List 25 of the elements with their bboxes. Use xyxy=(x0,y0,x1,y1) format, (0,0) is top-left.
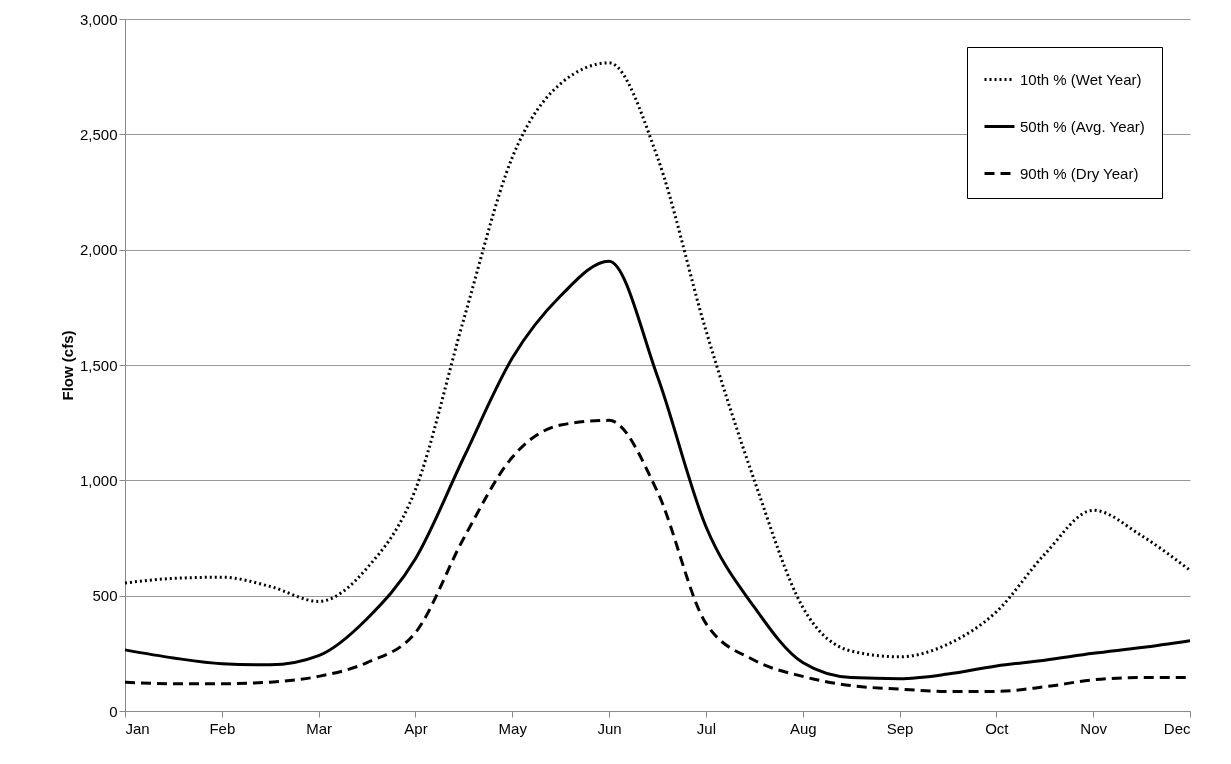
legend-label: 10th % (Wet Year) xyxy=(1020,70,1142,88)
legend-label: 50th % (Avg. Year) xyxy=(1020,117,1145,135)
y-tick-label: 500 xyxy=(92,587,118,605)
x-tick-label: Apr xyxy=(404,719,428,737)
y-tick-label: 3,000 xyxy=(79,10,118,28)
x-tick-label: Mar xyxy=(306,719,333,737)
x-tick-label: May xyxy=(498,719,528,737)
x-tick-label: Sep xyxy=(886,719,914,737)
x-tick-label: Oct xyxy=(985,719,1010,737)
x-tick-label: Aug xyxy=(789,719,817,737)
x-tick-label: Dec xyxy=(1163,719,1191,737)
line-series xyxy=(123,61,1192,659)
y-tick-label: 1,500 xyxy=(79,356,118,374)
line-series xyxy=(123,259,1192,681)
y-axis-title: Flow (cfs) xyxy=(58,330,76,401)
x-tick-label: Nov xyxy=(1080,719,1108,737)
y-tick-label: 2,500 xyxy=(79,125,118,143)
y-tick-label: 1,000 xyxy=(79,471,118,489)
x-tick-label: Jan xyxy=(125,719,150,737)
x-tick-label: Jul xyxy=(696,719,716,737)
y-tick-label: 2,000 xyxy=(79,241,118,259)
legend-label: 90th % (Dry Year) xyxy=(1020,164,1139,182)
x-tick-label: Feb xyxy=(209,719,236,737)
x-tick-label: Jun xyxy=(597,719,622,737)
y-tick-label: 0 xyxy=(109,702,118,720)
